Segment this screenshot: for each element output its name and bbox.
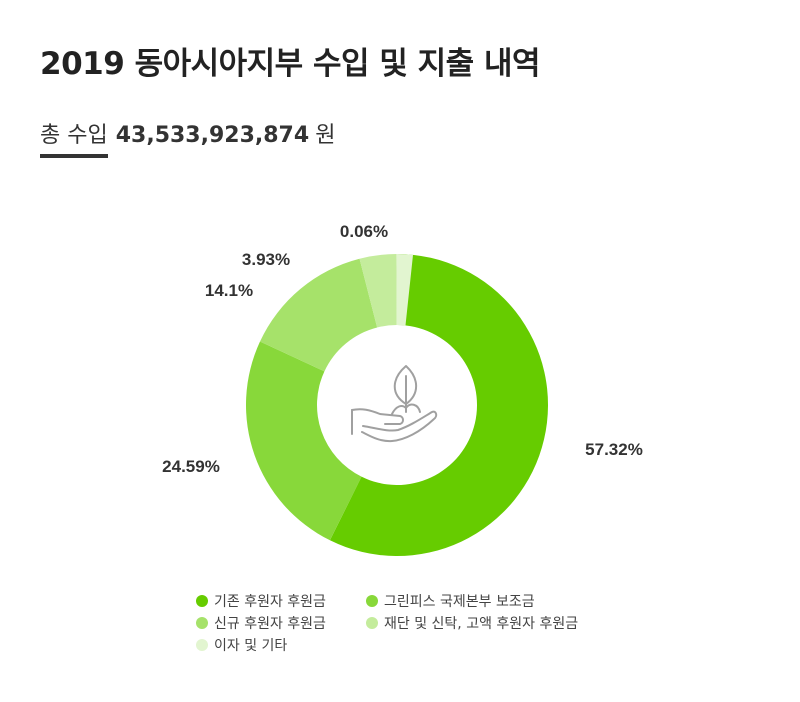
slice-existing-donor [329, 254, 549, 556]
donut-value-labels: 57.32% 24.59% 14.1% 3.93% 0.06% [162, 222, 643, 476]
value-label: 14.1% [205, 281, 253, 300]
legend-item-gpi-grant: 그린피스 국제본부 보조금 [366, 592, 616, 610]
hand-holding-sprout-icon [351, 365, 438, 443]
title-underline [40, 154, 108, 158]
value-label: 57.32% [585, 440, 643, 459]
legend-item-other: 이자 및 기타 [196, 636, 366, 654]
slice-gpi-grant [246, 341, 362, 541]
chart-legend: 기존 후원자 후원금 그린피스 국제본부 보조금 신규 후원자 후원금 재단 및… [196, 592, 616, 654]
legend-swatch [196, 639, 208, 651]
total-income-label: 총 수입 [40, 123, 108, 148]
legend-swatch [366, 595, 378, 607]
legend-label: 신규 후원자 후원금 [214, 616, 326, 632]
value-label: 0.06% [340, 222, 388, 241]
slice-new-donor [260, 258, 378, 372]
legend-label: 이자 및 기타 [214, 638, 288, 654]
total-income: 총 수입 43,533,923,874 원 [40, 117, 335, 149]
value-label: 3.93% [242, 250, 290, 269]
donut-slices [246, 254, 549, 556]
total-income-amount: 43,533,923,874 [115, 123, 310, 148]
legend-swatch [366, 617, 378, 629]
legend-swatch [196, 595, 208, 607]
chart-title: 2019 동아시아지부 수입 및 지출 내역 [40, 46, 541, 82]
legend-label: 그린피스 국제본부 보조금 [384, 594, 535, 610]
donut-chart: 57.32% 24.59% 14.1% 3.93% 0.06% [162, 222, 643, 556]
legend-swatch [196, 617, 208, 629]
legend-label: 재단 및 신탁, 고액 후원자 후원금 [384, 616, 579, 632]
legend-item-existing-donor: 기존 후원자 후원금 [196, 592, 366, 610]
legend-item-new-donor: 신규 후원자 후원금 [196, 614, 366, 632]
slice-foundation [359, 254, 397, 328]
legend-label: 기존 후원자 후원금 [214, 594, 326, 610]
value-label: 24.59% [162, 457, 220, 476]
legend-item-foundation: 재단 및 신탁, 고액 후원자 후원금 [366, 614, 616, 632]
slice-other [396, 254, 414, 326]
total-income-unit: 원 [315, 123, 336, 148]
